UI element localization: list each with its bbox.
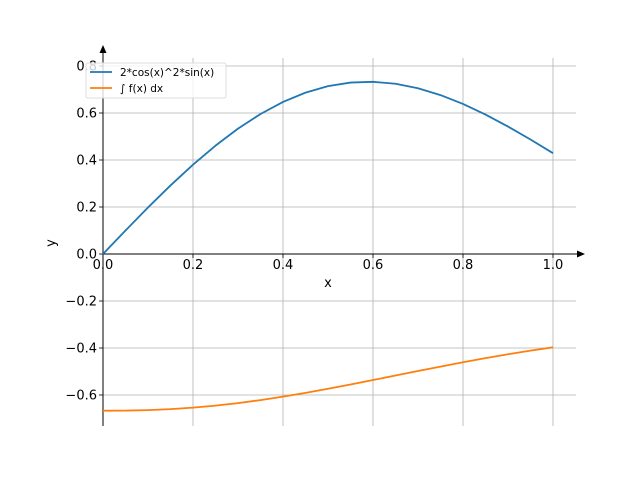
- y-axis-arrow: [99, 45, 107, 53]
- x-tick-label: 0.6: [363, 258, 384, 273]
- series-line-2: [102, 346, 554, 412]
- y-tick-label: 0.2: [76, 201, 97, 216]
- legend-entry-label: ∫ f(x) dx: [120, 83, 163, 95]
- y-tick-label: −0.2: [65, 295, 97, 310]
- x-tick-label: 0.8: [453, 258, 474, 273]
- legend-box: [85, 62, 227, 99]
- tick-labels: 0.0 0.2 0.4 0.6 0.8 1.0 −0.6 −0.4 −0.2 0.0 0.2 0.4 0…: [65, 60, 563, 404]
- y-tick-label: −0.6: [65, 389, 97, 404]
- y-tick-label: 0.0: [76, 248, 97, 263]
- x-tick-label: 0.0: [93, 258, 114, 273]
- y-axis-label: y: [44, 239, 59, 247]
- x-axis-arrow: [577, 250, 585, 258]
- series-line-1: [102, 80, 554, 255]
- y-tick-label: 0.6: [76, 107, 97, 122]
- axes: [99, 45, 585, 426]
- legend: 2*cos(x)^2*sin(x) ∫ f(x) dx: [85, 62, 227, 99]
- legend-entry-label: 2*cos(x)^2*sin(x): [120, 67, 214, 79]
- y-tick-label: 0.4: [76, 154, 97, 169]
- x-tick-label: 0.4: [273, 258, 294, 273]
- series-group: [102, 80, 554, 412]
- x-tick-label: 0.2: [183, 258, 204, 273]
- y-tick-label: −0.4: [65, 342, 97, 357]
- grid: [103, 58, 576, 426]
- x-axis-label: x: [324, 276, 332, 291]
- x-tick-label: 1.0: [543, 258, 564, 273]
